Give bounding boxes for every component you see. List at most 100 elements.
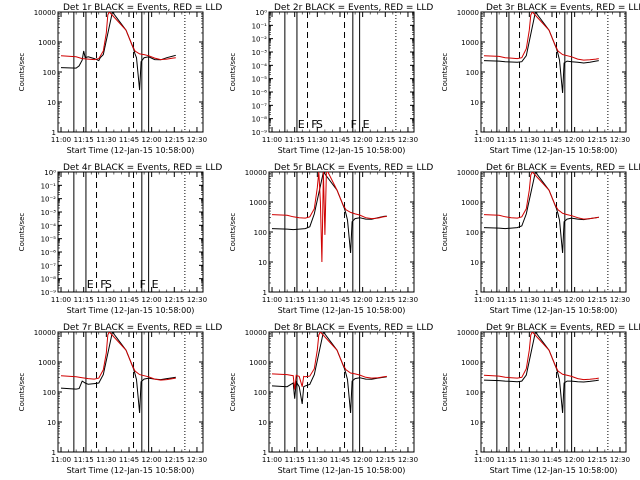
y-tick-label: 1000 xyxy=(249,199,267,207)
events-series-line xyxy=(60,12,176,91)
x-tick-label: 12:15 xyxy=(587,456,607,464)
y-tick-label: 100 xyxy=(466,229,479,237)
x-tick-label: 12:30 xyxy=(610,456,630,464)
x-tick-label: 11:15 xyxy=(74,136,94,144)
x-tick-label: 12:30 xyxy=(398,136,418,144)
y-tick-label: 100 xyxy=(43,69,56,77)
plot-frame xyxy=(480,11,627,133)
event-letter-marker: F xyxy=(100,278,106,291)
y-axis-label: Counts/sec xyxy=(229,213,237,252)
y-tick-label: 10⁻⁷ xyxy=(252,102,268,110)
x-tick-label: 12:00 xyxy=(142,456,162,464)
x-tick-label: 11:15 xyxy=(285,296,305,304)
x-tick-label: 12:15 xyxy=(375,136,395,144)
x-tick-label: 11:45 xyxy=(542,296,562,304)
events-series-line xyxy=(271,332,387,414)
y-axis-label: Counts/sec xyxy=(441,373,449,412)
x-tick-label: 12:15 xyxy=(164,296,184,304)
x-tick-label: 12:30 xyxy=(187,296,207,304)
y-tick-label: 10⁻⁹ xyxy=(41,289,57,297)
x-tick-label: 11:30 xyxy=(519,136,539,144)
y-tick-label: 1 xyxy=(52,129,56,137)
panel-title: Det 8r BLACK = Events, RED = LLD xyxy=(274,323,433,333)
y-tick-label: 10000 xyxy=(34,9,56,17)
x-tick-label: 12:30 xyxy=(398,296,418,304)
events-series-line xyxy=(483,172,599,254)
x-tick-label: 12:15 xyxy=(164,456,184,464)
x-tick-label: 11:15 xyxy=(285,136,305,144)
y-tick-label: 1000 xyxy=(249,359,267,367)
chart-panel: Det 3r BLACK = Events, RED = LLD Counts/s… xyxy=(441,3,640,155)
x-axis-label: Start Time (12-Jan-15 10:58:00) xyxy=(490,146,618,155)
y-tick-label: 1 xyxy=(263,449,267,457)
x-tick-label: 11:45 xyxy=(330,296,350,304)
y-tick-label: 1000 xyxy=(38,39,56,47)
y-axis-label: Counts/sec xyxy=(18,53,26,92)
y-tick-label: 10000 xyxy=(245,329,267,337)
x-tick-label: 11:15 xyxy=(497,296,517,304)
chart-panel: Det 5r BLACK = Events, RED = LLD Counts/s… xyxy=(229,163,433,315)
x-tick-label: 11:15 xyxy=(497,136,517,144)
y-tick-label: 10⁰ xyxy=(255,9,267,17)
y-tick-label: 10 xyxy=(47,419,56,427)
y-tick-label: 10⁻⁸ xyxy=(41,276,57,284)
y-tick-label: 100 xyxy=(254,229,267,237)
x-axis-label: Start Time (12-Jan-15 10:58:00) xyxy=(278,146,406,155)
x-tick-label: 11:15 xyxy=(74,456,94,464)
x-tick-label: 12:15 xyxy=(375,296,395,304)
x-tick-label: 11:30 xyxy=(307,456,327,464)
y-tick-label: 1 xyxy=(263,289,267,297)
y-tick-label: 10⁻² xyxy=(252,36,268,44)
panel-title: Det 7r BLACK = Events, RED = LLD xyxy=(63,323,222,333)
y-tick-label: 1000 xyxy=(461,359,479,367)
panel-title: Det 5r BLACK = Events, RED = LLD xyxy=(274,163,433,173)
x-tick-label: 11:00 xyxy=(51,136,71,144)
y-tick-label: 10⁻¹ xyxy=(41,182,57,190)
y-tick-label: 10000 xyxy=(245,169,267,177)
event-letter-marker: E xyxy=(152,278,159,291)
x-tick-label: 11:30 xyxy=(519,456,539,464)
y-tick-label: 10⁻⁶ xyxy=(252,89,268,97)
event-letter-marker: E xyxy=(363,118,370,131)
y-tick-label: 10⁻⁹ xyxy=(252,129,268,137)
plot-frame xyxy=(268,11,415,133)
panel-title: Det 4r BLACK = Events, RED = LLD xyxy=(63,163,222,173)
x-tick-label: 11:00 xyxy=(262,456,282,464)
y-tick-label: 10⁰ xyxy=(44,169,56,177)
y-tick-label: 10⁻³ xyxy=(252,49,268,57)
y-tick-label: 100 xyxy=(466,69,479,77)
y-axis-label: Counts/sec xyxy=(441,53,449,92)
plot-frame xyxy=(57,331,204,453)
x-tick-label: 12:00 xyxy=(353,296,373,304)
lld-series-line xyxy=(60,332,176,381)
panel-title: Det 6r BLACK = Events, RED = LLD xyxy=(486,163,640,173)
chart-panel: Det 1r BLACK = Events, RED = LLD Counts/s… xyxy=(18,3,222,155)
panel-title: Det 9r BLACK = Events, RED = LLD xyxy=(486,323,640,333)
x-axis-label: Start Time (12-Jan-15 10:58:00) xyxy=(490,306,618,315)
x-axis-label: Start Time (12-Jan-15 10:58:00) xyxy=(490,466,618,475)
x-tick-label: 11:00 xyxy=(474,136,494,144)
y-tick-label: 10 xyxy=(47,99,56,107)
plot-frame xyxy=(268,331,415,453)
x-tick-label: 11:45 xyxy=(330,136,350,144)
plot-frame xyxy=(57,171,204,293)
x-tick-label: 11:45 xyxy=(330,456,350,464)
x-tick-label: 12:15 xyxy=(587,136,607,144)
lld-series-line xyxy=(271,172,387,263)
y-axis-label: Counts/sec xyxy=(18,373,26,412)
y-tick-label: 1000 xyxy=(38,359,56,367)
y-axis-label: Counts/sec xyxy=(229,373,237,412)
x-tick-label: 11:30 xyxy=(307,296,327,304)
event-letter-marker: F xyxy=(140,278,146,291)
x-tick-label: 11:15 xyxy=(74,296,94,304)
event-letter-marker: F xyxy=(351,118,357,131)
x-tick-label: 12:00 xyxy=(142,296,162,304)
y-tick-label: 10⁻³ xyxy=(41,209,57,217)
lld-series-line xyxy=(483,12,599,61)
lld-series-line xyxy=(271,332,387,390)
x-tick-label: 12:00 xyxy=(353,136,373,144)
x-axis-label: Start Time (12-Jan-15 10:58:00) xyxy=(278,466,406,475)
y-tick-label: 10000 xyxy=(457,169,479,177)
x-tick-label: 11:45 xyxy=(119,136,139,144)
